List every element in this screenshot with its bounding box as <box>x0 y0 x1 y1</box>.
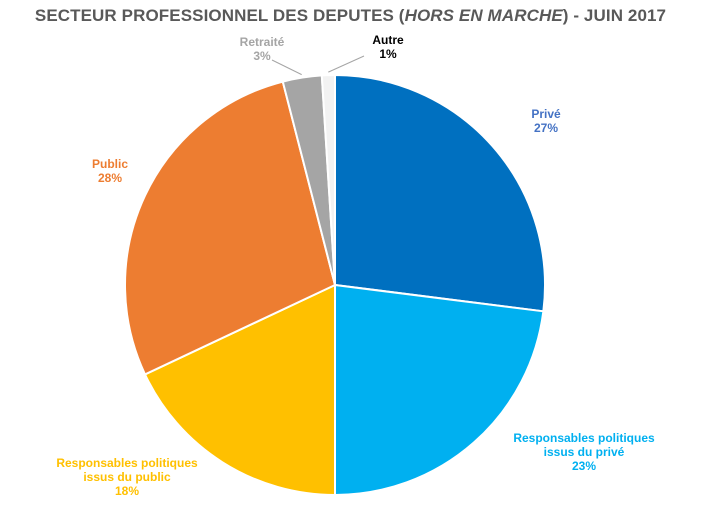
slice-labels: Privé 27%Responsables politiques issus du … <box>56 33 655 498</box>
slice-category-label: issus du public <box>83 470 171 484</box>
pie-slice-autre <box>320 73 336 286</box>
pie-slices <box>124 73 546 497</box>
chart-title-main: SECTEUR PROFESSIONNEL DES DEPUTES ( <box>34 6 405 25</box>
pie-slice-prive <box>334 73 546 313</box>
slice-category-label: Responsables politiques <box>513 431 655 445</box>
slice-label-autre: Autre 1% <box>372 33 404 61</box>
pie-slice-responsables-politiques-issus-du-public <box>143 283 336 497</box>
slice-category-label: Privé <box>531 107 561 121</box>
slice-category-label: Retraité <box>240 35 285 49</box>
slice-label-retraite: Retraité 3% <box>240 35 285 63</box>
leader-line-retraite <box>271 59 302 76</box>
slice-label-prive: Privé 27% <box>531 107 561 135</box>
slice-value-label: 23% <box>572 459 596 473</box>
slice-category-label: Responsables politiques <box>56 456 198 470</box>
slice-value-label: 27% <box>534 121 558 135</box>
pie-slice-responsables-politiques-issus-du-prive <box>334 283 545 497</box>
leader-line-autre <box>328 55 365 73</box>
chart-title-italic: HORS EN MARCHE <box>404 6 563 25</box>
chart-title-date: ) - JUIN 2017 <box>562 6 667 25</box>
slice-label-responsables-politiques-issus-du-public: Responsables politiques issus du public 18… <box>56 456 198 498</box>
slice-label-responsables-politiques-issus-du-prive: Responsables politiques issus du privé 23% <box>513 431 655 473</box>
slice-value-label: 18% <box>115 484 139 498</box>
leader-lines <box>271 55 365 76</box>
pie-slice-public <box>124 80 337 376</box>
slice-label-public: Public 28% <box>92 157 128 185</box>
slice-value-label: 3% <box>253 49 271 63</box>
slice-category-label: Autre <box>372 33 404 47</box>
slice-value-label: 1% <box>379 47 397 61</box>
chart-title: SECTEUR PROFESSIONNEL DES DEPUTES (HORS … <box>0 6 701 26</box>
slice-category-label: Public <box>92 157 128 171</box>
slice-value-label: 28% <box>98 171 122 185</box>
slice-category-label: issus du privé <box>544 445 625 459</box>
